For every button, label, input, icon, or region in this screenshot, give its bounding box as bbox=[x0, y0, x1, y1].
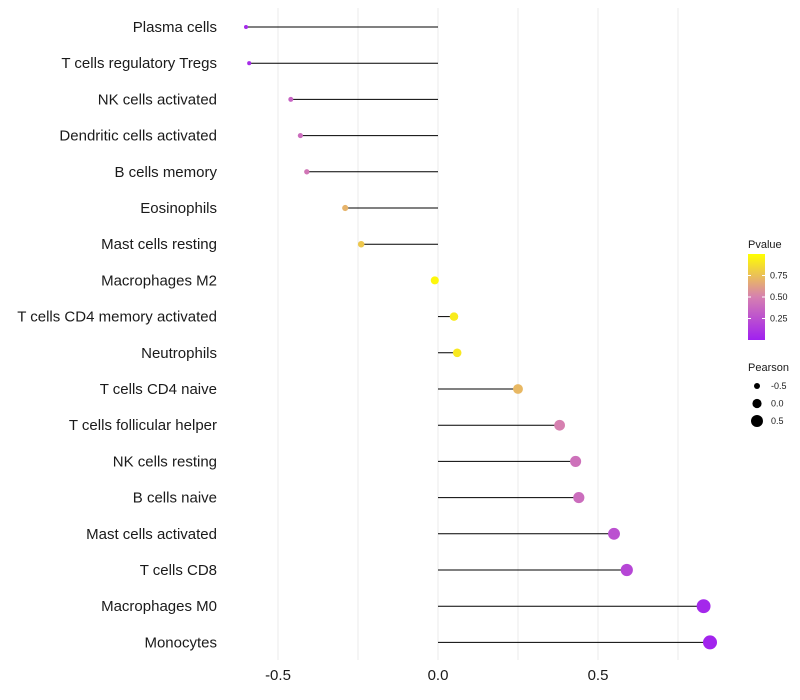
y-category-label: Monocytes bbox=[144, 634, 217, 651]
y-category-label: NK cells activated bbox=[98, 91, 217, 108]
lollipop-point bbox=[247, 61, 252, 66]
y-category-label: Dendritic cells activated bbox=[59, 128, 217, 145]
y-category-label: Eosinophils bbox=[140, 200, 217, 217]
pvalue-colorbar-ticks: 0.75 0.50 0.25 bbox=[748, 271, 788, 324]
lollipop-point bbox=[357, 240, 365, 248]
grid-layer bbox=[277, 8, 679, 660]
y-category-label: Mast cells resting bbox=[101, 236, 217, 253]
lollipop-point bbox=[288, 96, 294, 102]
pearson-size-keys: -0.5 0.0 0.5 bbox=[751, 381, 787, 427]
y-category-label: Macrophages M2 bbox=[101, 272, 217, 289]
lollipop-point bbox=[342, 204, 349, 212]
x-axis-ticks: -0.5 0.0 0.5 bbox=[265, 667, 608, 684]
y-category-label: T cells CD8 bbox=[140, 562, 217, 579]
pvalue-legend-title: Pvalue bbox=[748, 239, 782, 251]
pearson-legend-title: Pearson bbox=[748, 362, 789, 374]
x-tick-label: -0.5 bbox=[265, 667, 291, 684]
lollipop-point bbox=[554, 419, 565, 431]
y-category-label: Plasma cells bbox=[133, 19, 217, 36]
y-category-label: B cells naive bbox=[133, 490, 217, 507]
x-tick-label: 0.0 bbox=[428, 667, 449, 684]
y-category-label: Neutrophils bbox=[141, 345, 217, 362]
y-category-label: Mast cells activated bbox=[86, 526, 217, 543]
y-category-label: T cells follicular helper bbox=[69, 417, 217, 434]
lollipop-point bbox=[570, 455, 582, 467]
y-axis-labels: Plasma cells T cells regulatory Tregs NK c… bbox=[17, 19, 217, 651]
lollipop-point bbox=[449, 312, 459, 321]
colorbar-tick-label: 0.75 bbox=[770, 271, 788, 281]
plot-area bbox=[244, 8, 717, 660]
lollipop-point bbox=[430, 276, 439, 285]
lollipop-point bbox=[696, 599, 711, 614]
lollipop-point bbox=[452, 348, 462, 358]
lollipop-point bbox=[304, 169, 310, 175]
pvalue-colorbar bbox=[748, 254, 765, 340]
y-category-label: NK cells resting bbox=[113, 453, 217, 470]
lollipop-point bbox=[244, 25, 248, 29]
pearson-size-key-dot bbox=[754, 383, 760, 389]
stem-layer bbox=[246, 26, 710, 643]
y-category-label: Macrophages M0 bbox=[101, 598, 217, 615]
lollipop-point bbox=[513, 384, 523, 394]
colorbar-tick-label: 0.50 bbox=[770, 292, 788, 302]
y-category-label: T cells regulatory Tregs bbox=[61, 55, 217, 72]
lollipop-point bbox=[703, 635, 717, 650]
pearson-size-key-dot bbox=[751, 415, 763, 427]
lollipop-point bbox=[297, 133, 303, 139]
y-category-label: B cells memory bbox=[114, 164, 217, 181]
lollipop-point bbox=[573, 492, 585, 504]
colorbar-tick-label: 0.25 bbox=[770, 314, 788, 324]
x-tick-label: 0.5 bbox=[588, 667, 609, 684]
lollipop-point bbox=[620, 563, 633, 577]
y-category-label: T cells CD4 naive bbox=[100, 381, 217, 398]
lollipop-point bbox=[608, 527, 620, 540]
pearson-size-key-label: -0.5 bbox=[771, 381, 787, 391]
point-layer bbox=[244, 25, 717, 650]
legend: Pvalue 0.75 0.50 0.25 Pearson -0.5 0.0 0.5 bbox=[748, 239, 789, 427]
pearson-size-key-label: 0.5 bbox=[771, 416, 784, 426]
pearson-size-key-dot bbox=[752, 398, 762, 409]
pearson-size-key-label: 0.0 bbox=[771, 399, 784, 409]
y-category-label: T cells CD4 memory activated bbox=[17, 309, 217, 326]
